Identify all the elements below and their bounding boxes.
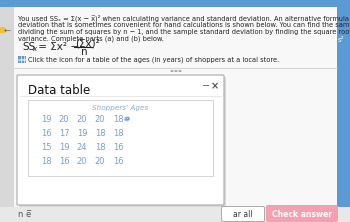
Text: 18: 18 bbox=[113, 115, 123, 123]
Text: Data table: Data table bbox=[28, 83, 90, 97]
Text: 20: 20 bbox=[95, 157, 105, 165]
Text: 19: 19 bbox=[77, 129, 87, 137]
Text: 17: 17 bbox=[59, 129, 69, 137]
Text: −: − bbox=[202, 81, 210, 91]
Text: 20: 20 bbox=[77, 115, 87, 123]
Text: ×: × bbox=[211, 81, 219, 91]
Bar bbox=[0, 27, 5, 33]
Text: 15: 15 bbox=[41, 143, 51, 151]
Text: 18: 18 bbox=[95, 143, 105, 151]
Text: 24: 24 bbox=[77, 143, 87, 151]
Text: dividing the sum of squares by n − 1, and the sample standard deviation by findi: dividing the sum of squares by n − 1, an… bbox=[18, 29, 350, 35]
Ellipse shape bbox=[170, 70, 174, 72]
Text: x: x bbox=[32, 46, 36, 52]
Text: 16: 16 bbox=[59, 157, 69, 165]
Text: 18: 18 bbox=[113, 129, 123, 137]
Text: 20: 20 bbox=[95, 115, 105, 123]
Text: n: n bbox=[81, 47, 88, 57]
Text: (Σx)²: (Σx)² bbox=[75, 38, 100, 48]
Text: variance. Complete parts (a) and (b) below.: variance. Complete parts (a) and (b) bel… bbox=[18, 36, 164, 42]
Text: ar all: ar all bbox=[233, 210, 253, 218]
Ellipse shape bbox=[124, 117, 130, 121]
Ellipse shape bbox=[174, 70, 178, 72]
Text: 18: 18 bbox=[95, 129, 105, 137]
Text: n e̅: n e̅ bbox=[18, 210, 31, 218]
Bar bbox=[18, 56, 26, 63]
Text: 16: 16 bbox=[113, 157, 123, 165]
Text: 16: 16 bbox=[41, 129, 51, 137]
Bar bbox=[0, 207, 350, 222]
Text: SS: SS bbox=[22, 42, 35, 52]
Text: 19: 19 bbox=[41, 115, 51, 123]
Ellipse shape bbox=[178, 70, 182, 72]
Text: 19: 19 bbox=[59, 143, 69, 151]
Text: 20: 20 bbox=[59, 115, 69, 123]
Text: You used SSₓ = Σ(x − x̅)² when calculating variance and standard deviation. An a: You used SSₓ = Σ(x − x̅)² when calculati… bbox=[18, 15, 350, 22]
Text: ←: ← bbox=[4, 26, 10, 34]
Text: 20: 20 bbox=[77, 157, 87, 165]
FancyBboxPatch shape bbox=[222, 206, 265, 222]
Text: deviation that is sometimes convenient for hand calculations is shown below. You: deviation that is sometimes convenient f… bbox=[18, 22, 350, 28]
Text: s²: s² bbox=[338, 37, 344, 43]
Bar bbox=[0, 7, 14, 222]
FancyBboxPatch shape bbox=[19, 77, 226, 207]
Text: 16: 16 bbox=[113, 143, 123, 151]
Text: Check answer: Check answer bbox=[272, 210, 332, 218]
Bar bbox=[337, 0, 350, 222]
Text: 18: 18 bbox=[41, 157, 51, 165]
Text: Click the icon for a table of the ages (in years) of shoppers at a local store.: Click the icon for a table of the ages (… bbox=[28, 57, 279, 63]
Text: = Σx² −: = Σx² − bbox=[35, 42, 79, 52]
FancyBboxPatch shape bbox=[266, 205, 338, 222]
FancyBboxPatch shape bbox=[17, 75, 224, 205]
Text: Shoppers' Ages: Shoppers' Ages bbox=[92, 105, 149, 111]
Text: ⇄: ⇄ bbox=[125, 117, 129, 121]
Bar bbox=[0, 0, 350, 7]
Bar bbox=[28, 100, 213, 176]
